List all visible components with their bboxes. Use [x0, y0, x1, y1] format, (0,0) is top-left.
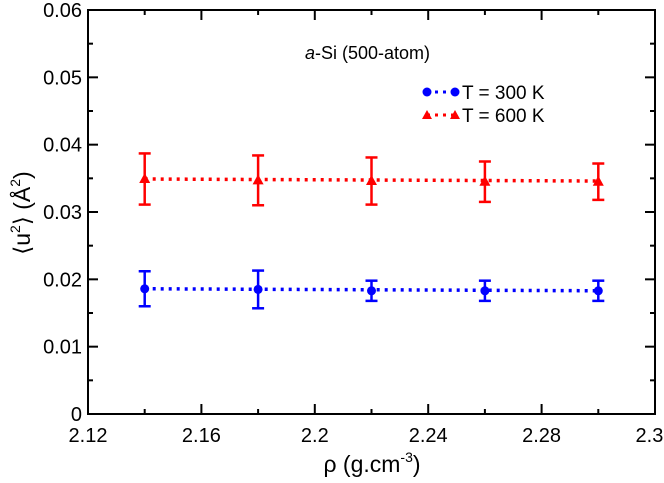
data-point-600k	[592, 175, 604, 186]
y-tick-label: 0.01	[43, 337, 82, 359]
data-point-300k	[367, 286, 376, 296]
legend-marker-300k	[450, 87, 460, 97]
plot-frame	[87, 9, 656, 415]
data-point-600k	[479, 175, 491, 186]
data-point-300k	[140, 284, 150, 294]
legend-label-600k: T = 600 K	[462, 106, 545, 127]
data-point-300k	[253, 284, 263, 294]
data-point-300k	[593, 286, 603, 296]
data-point-600k	[252, 174, 264, 185]
x-tick-label: 2.32	[636, 425, 664, 447]
legend-marker-300k	[422, 87, 432, 97]
y-axis-title: ⟨u2⟩ (Å2)	[7, 171, 35, 254]
x-tick-label: 2.2	[301, 425, 329, 447]
legend: T = 300 K T = 600 K	[422, 83, 545, 127]
x-tick-labels: 2.12 2.16 2.2 2.24 2.28 2.32	[69, 425, 664, 447]
y-tick-label: 0.04	[43, 135, 82, 157]
data-markers	[139, 173, 604, 296]
legend-marker-600k	[422, 110, 432, 119]
axis-ticks	[87, 9, 656, 415]
y-tick-label: 0.03	[43, 202, 82, 224]
x-axis-title: ρ (g.cm-3)	[323, 449, 420, 477]
x-tick-label: 2.12	[69, 425, 108, 447]
y-tick-label: 0.05	[43, 67, 82, 89]
legend-marker-600k	[450, 110, 460, 119]
x-tick-label: 2.16	[182, 425, 221, 447]
y-tick-label: 0.02	[43, 269, 82, 291]
data-point-600k	[366, 175, 377, 186]
x-tick-label: 2.28	[522, 425, 561, 447]
y-tick-label: 0.06	[43, 0, 82, 22]
data-point-600k	[139, 173, 151, 184]
legend-label-300k: T = 300 K	[462, 83, 545, 104]
data-point-300k	[480, 286, 490, 296]
x-tick-label: 2.24	[409, 425, 448, 447]
y-tick-labels: 0 0.01 0.02 0.03 0.04 0.05 0.06	[43, 0, 82, 426]
annotation: a-Si (500-atom)	[305, 43, 430, 63]
y-tick-label: 0	[71, 404, 82, 426]
